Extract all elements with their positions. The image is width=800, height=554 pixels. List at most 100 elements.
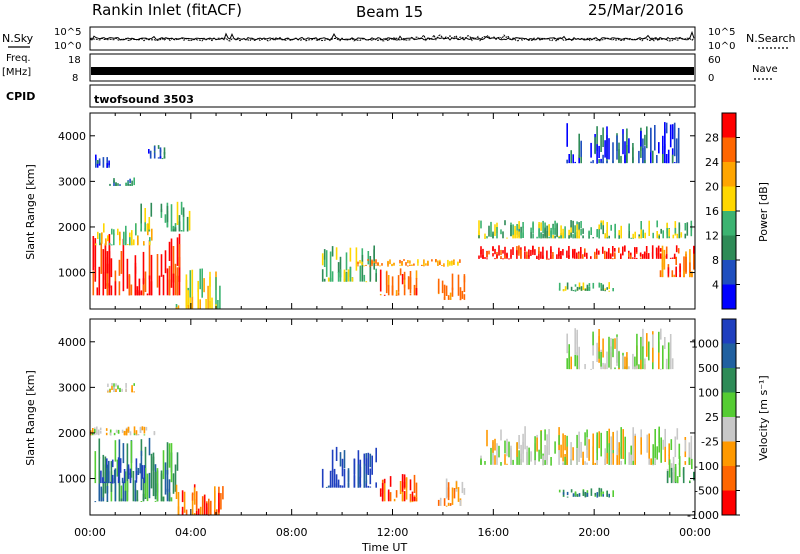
power-echo-cell (612, 246, 614, 257)
power-echo-cell (217, 300, 219, 309)
power-echo-cell (149, 237, 151, 246)
power-echo-cell (101, 232, 103, 244)
power-echo-cell (548, 224, 550, 236)
velocity-echo-cell (670, 463, 673, 471)
velocity-echo-cell (652, 334, 654, 348)
velocity-echo-cell (492, 440, 494, 453)
velocity-echo-cell (113, 386, 115, 392)
velocity-echo-cell (570, 356, 572, 370)
power-echo-cell (199, 268, 201, 290)
velocity-echo-cell (389, 476, 392, 487)
power-echo-cell (604, 140, 606, 158)
velocity-echo-cell (586, 437, 588, 458)
velocity-echo-cell (110, 461, 113, 492)
power-echo-cell (219, 285, 221, 309)
power-echo-cell (409, 293, 412, 296)
velocity-echo-cell (135, 471, 138, 483)
velocity-echo-cell (634, 435, 636, 465)
velocity-plot-area (90, 328, 695, 516)
velocity-echo-cell (592, 361, 594, 370)
power-echo-cell (578, 251, 580, 255)
power-echo-cell (478, 220, 480, 236)
velocity-echo-cell (612, 338, 614, 358)
power-ytick-label: 2000 (58, 221, 86, 234)
velocity-echo-cell (139, 427, 142, 433)
power-echo-cell (443, 265, 445, 267)
velocity-echo-cell (664, 446, 666, 462)
power-echo-cell (622, 246, 624, 256)
velocity-echo-cell (109, 429, 112, 436)
power-echo-cell (580, 221, 582, 229)
velocity-echo-cell (622, 355, 624, 370)
velocity-echo-cell (369, 486, 372, 488)
velocity-echo-cell (665, 358, 668, 370)
power-echo-cell (401, 261, 403, 266)
power-echo-cell (502, 231, 504, 239)
power-echo-cell (339, 269, 342, 282)
freq-nave-band (91, 67, 694, 75)
power-echo-cell (387, 260, 389, 265)
power-echo-cell (415, 278, 418, 296)
power-echo-cell (488, 250, 490, 255)
power-echo-region (379, 268, 418, 296)
power-echo-cell (668, 228, 670, 237)
velocity-colorbar-swatch (722, 319, 736, 344)
power-colorbar-tick-label: 28 (705, 132, 719, 145)
velocity-echo-cell (578, 431, 580, 462)
velocity-echo-cell (570, 458, 572, 465)
velocity-echo-cell (664, 337, 666, 349)
power-echo-cell (556, 254, 558, 259)
power-echo-cell (441, 280, 444, 294)
power-echo-cell (108, 163, 110, 168)
velocity-echo-cell (646, 333, 648, 357)
power-echo-cell (441, 265, 443, 266)
nave-label: Nave (752, 64, 778, 75)
power-echo-cell (667, 267, 670, 277)
power-echo-cell (626, 145, 628, 164)
power-echo-cell (375, 264, 377, 266)
power-echo-cell (492, 231, 494, 239)
power-echo-cell (665, 154, 668, 164)
velocity-colorbar-tick-label: 1000 (691, 338, 719, 351)
power-echo-cell (572, 154, 574, 164)
velocity-colorbar-tick-label: -500 (694, 485, 719, 498)
power-echo-cell (170, 238, 173, 288)
velocity-echo-cell (145, 426, 148, 431)
power-echo-cell (504, 246, 506, 259)
time-tick-label: 16:00 (477, 526, 509, 539)
velocity-echo-region (100, 457, 146, 484)
power-echo-cell (568, 229, 570, 239)
velocity-echo-cell (582, 459, 584, 465)
velocity-echo-cell (624, 436, 626, 465)
velocity-colorbar-tick-label: -100 (694, 460, 719, 473)
velocity-echo-cell (588, 439, 590, 461)
velocity-echo-cell (381, 483, 384, 502)
time-tick-label: 20:00 (578, 526, 610, 539)
power-echo-cell (658, 238, 660, 240)
velocity-ylabel: Slant Range [km] (24, 370, 37, 466)
power-echo-cell (114, 281, 117, 296)
velocity-echo-cell (170, 443, 173, 483)
power-colorbar-swatch (722, 137, 736, 163)
noise-left-tick-top: 10^5 (54, 27, 81, 38)
power-echo-cell (423, 263, 425, 266)
velocity-echo-cell (628, 366, 630, 370)
power-echo-cell (576, 252, 578, 259)
velocity-echo-cell (606, 493, 608, 497)
power-echo-cell (375, 259, 377, 264)
velocity-echo-cell (181, 490, 184, 503)
velocity-colorbar-swatch (722, 368, 736, 393)
power-echo-cell (397, 292, 400, 296)
power-echo-cell (608, 286, 610, 289)
velocity-echo-cell (325, 486, 328, 488)
power-echo-cell (524, 252, 526, 259)
power-echo-cell (119, 184, 121, 186)
power-echo-cell (614, 252, 616, 259)
power-echo-region (478, 245, 680, 260)
power-echo-cell (647, 253, 650, 259)
power-echo-cell (602, 246, 604, 254)
power-echo-cell (365, 281, 368, 283)
power-echo-cell (321, 269, 324, 282)
velocity-echo-cell (684, 439, 687, 452)
power-echo-cell (622, 134, 624, 151)
